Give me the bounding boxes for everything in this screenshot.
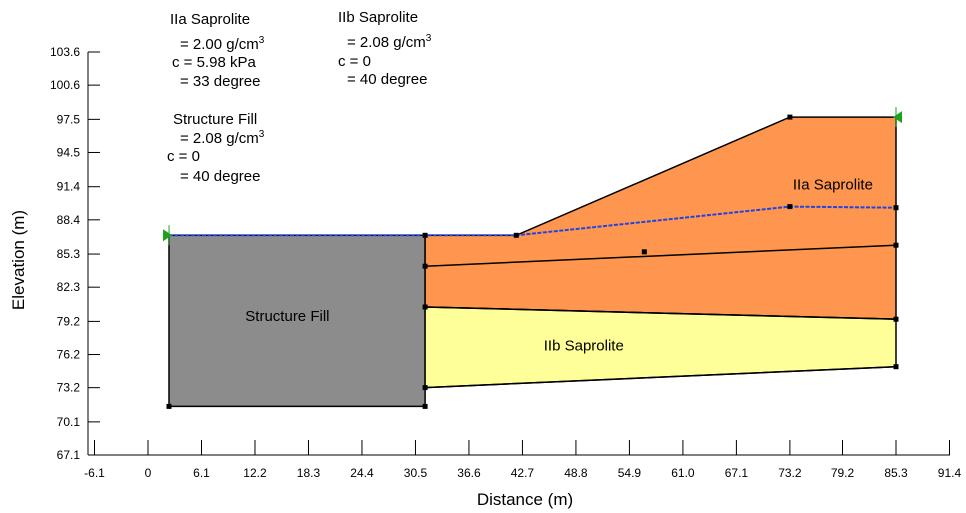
material-iia-saprolite: IIa Saprolite = 2.00 g/cm3 c = 5.98 kPa … [170,11,265,90]
layer-boundaries [425,244,897,389]
geometry-node [513,232,519,238]
material-title: IIa Saprolite [170,11,250,28]
geometry-node [422,263,428,269]
y-tick-label: 103.6 [50,45,80,59]
x-tick-label: 18.3 [297,466,321,480]
x-tick-label: 91.4 [938,466,962,480]
region-iia-saprolite [424,116,897,320]
water-table [169,205,897,237]
geometry-node [893,316,899,322]
material-title: IIb Saprolite [338,9,418,26]
region-label-structure-fill: Structure Fill [245,308,329,325]
y-tick-label: 82.3 [57,280,81,294]
material-density: = 2.08 g/cm3 [180,129,265,147]
x-tick-label: -6.1 [84,466,105,480]
density-unit-exponent: 3 [259,129,265,140]
x-tick-label: 85.3 [884,466,908,480]
material-cohesion: c = 0 [338,53,371,70]
x-tick-label: 54.9 [618,466,642,480]
geometry-node [787,204,793,210]
x-tick-label: 48.8 [564,466,588,480]
boundary-markers [163,107,902,246]
y-tick-label: 67.1 [57,448,81,462]
y-tick-label: 76.2 [57,348,81,362]
x-tick-label: 67.1 [725,466,749,480]
material-properties: IIa Saprolite = 2.00 g/cm3 c = 5.98 kPa … [167,9,432,185]
material-structure-fill: Structure Fill = 2.08 g/cm3 c = 0 = 40 d… [167,111,265,185]
y-tick-label: 70.1 [57,415,81,429]
x-axis-ticks: -6.1 0 6.1 12.2 18.3 24.4 30.5 36.6 42.7 48.8 54.9… [84,440,961,480]
density-unit-exponent: 3 [259,35,265,46]
y-tick-label: 91.4 [57,180,81,194]
water-table-marker-right [893,111,902,124]
geometry-node [893,242,899,248]
y-axis-title: Elevation (m) [9,210,28,310]
material-friction-angle: = 40 degree [347,71,428,88]
density-value: = 2.08 g/cm [347,34,426,51]
y-axis-ticks: 67.1 70.1 73.2 76.2 79.2 82.3 85.3 88.4 91.4 94.5… [50,45,100,462]
x-tick-label: 42.7 [511,466,535,480]
x-tick-label: 24.4 [350,466,374,480]
boundary-line-1 [425,244,897,267]
region-label-iia-saprolite: IIa Saprolite [793,177,873,194]
y-tick-label: 94.5 [57,145,81,159]
material-cohesion: c = 5.98 kPa [172,54,256,71]
geometry-node [422,304,428,310]
x-tick-label: 36.6 [457,466,481,480]
geometry-node [787,114,793,120]
y-tick-label: 100.6 [50,78,80,92]
material-cohesion: c = 0 [167,148,200,165]
material-title: Structure Fill [173,111,257,128]
x-axis-title: Distance (m) [477,490,573,509]
x-tick-label: 30.5 [404,466,428,480]
y-tick-label: 88.4 [57,213,81,227]
soil-regions [168,116,897,408]
material-iib-saprolite: IIb Saprolite = 2.08 g/cm3 c = 0 = 40 de… [338,9,432,88]
region-iib-saprolite [424,306,897,389]
x-tick-label: 79.2 [831,466,855,480]
material-density: = 2.08 g/cm3 [347,33,432,51]
water-table-marker-left [163,229,173,242]
geometry-node [893,364,899,370]
geometry-node [893,205,899,211]
geometry-node [641,249,647,255]
boundary-line-3 [425,365,897,389]
y-tick-label: 97.5 [57,112,81,126]
geometry-node [422,403,428,409]
material-friction-angle: = 33 degree [180,73,261,90]
density-value: = 2.08 g/cm [180,130,259,147]
x-tick-label: 73.2 [778,466,802,480]
density-value: = 2.00 g/cm [180,36,259,53]
x-tick-label: 12.2 [243,466,267,480]
region-labels: Structure Fill IIb Saprolite IIa Saproli… [245,177,873,355]
x-tick-label: 0 [145,466,152,480]
geometry-node [422,385,428,391]
material-friction-angle: = 40 degree [180,168,261,185]
x-tick-label: 61.0 [671,466,695,480]
y-tick-label: 79.2 [57,314,81,328]
density-unit-exponent: 3 [426,33,432,44]
y-tick-label: 73.2 [57,381,81,395]
water-table-line [169,205,897,237]
y-tick-label: 85.3 [57,247,81,261]
geometry-node [166,403,172,409]
region-label-iib-saprolite: IIb Saprolite [544,338,624,355]
material-density: = 2.00 g/cm3 [180,35,265,53]
geometry-nodes [166,114,899,409]
geometry-node [422,232,428,238]
boundary-line-2 [425,306,897,320]
x-tick-label: 6.1 [193,466,210,480]
axes: -6.1 0 6.1 12.2 18.3 24.4 30.5 36.6 42.7 48.8 54.9… [9,45,961,509]
